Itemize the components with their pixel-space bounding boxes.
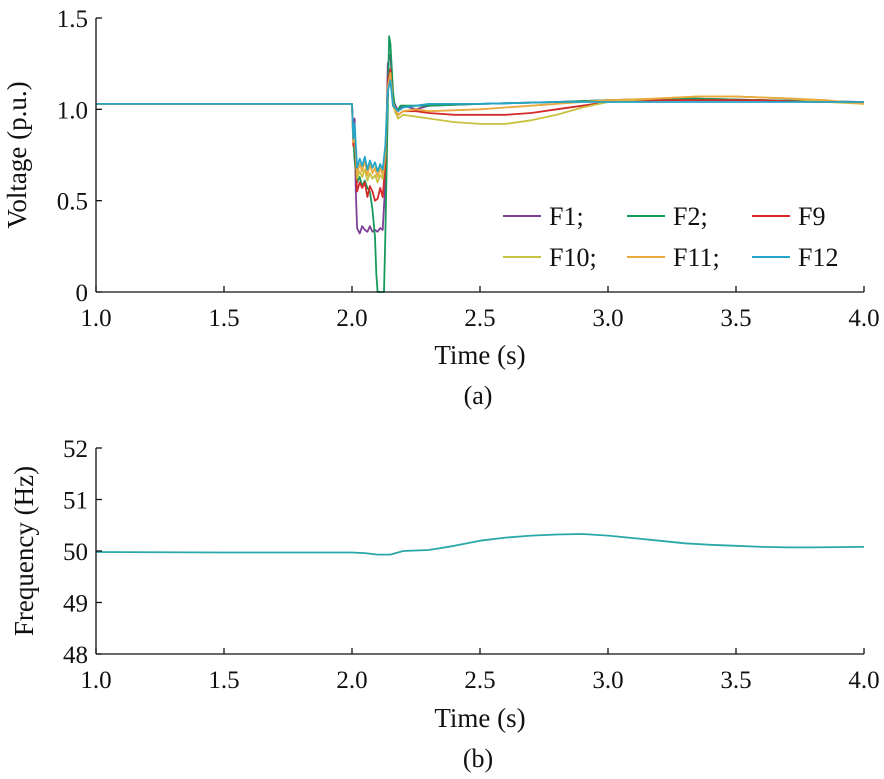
voltage-x-tick-label: 3.5 — [720, 305, 751, 332]
frequency-y-tick-label: 48 — [63, 642, 88, 669]
voltage-y-tick-label: 0 — [76, 280, 89, 307]
voltage-x-tick-label: 4.0 — [848, 305, 879, 332]
voltage-x-tick-label: 1.0 — [80, 305, 111, 332]
frequency-caption: (b) — [463, 744, 493, 773]
frequency-y-tick-label: 52 — [63, 436, 88, 463]
frequency-x-tick-label: 4.0 — [848, 667, 879, 694]
voltage-y-tick-label: 1.5 — [57, 6, 88, 33]
frequency-ticks: 1.0 1.5 2.0 2.5 3.0 3.5 4.0 48 49 50 51 52 — [63, 436, 880, 694]
frequency-x-tick-label: 1.0 — [80, 667, 111, 694]
legend-label-f10: F10; — [549, 243, 597, 272]
legend-label-f9: F9 — [798, 202, 825, 231]
legend-label-f2: F2; — [673, 202, 708, 231]
voltage-x-tick-label: 1.5 — [208, 305, 239, 332]
frequency-x-tick-label: 2.0 — [336, 667, 367, 694]
frequency-y-tick-label: 51 — [63, 488, 88, 515]
voltage-series-line-f12 — [96, 79, 864, 173]
frequency-series-group — [95, 533, 865, 556]
voltage-y-tick-label: 1.0 — [57, 97, 88, 124]
legend-label-f12: F12 — [798, 243, 838, 272]
legend-label-f1: F1; — [549, 202, 584, 231]
frequency-x-axis-label: Time (s) — [434, 703, 525, 733]
voltage-ticks: 1.0 1.5 2.0 2.5 3.0 3.5 4.0 0 0.5 1.0 1.5 — [57, 6, 880, 332]
frequency-x-tick-label: 3.0 — [592, 667, 623, 694]
frequency-x-tick-label: 1.5 — [208, 667, 239, 694]
voltage-x-tick-label: 3.0 — [592, 305, 623, 332]
voltage-chart: 1.0 1.5 2.0 2.5 3.0 3.5 4.0 0 0.5 1.0 1.5 Time (s)… — [2, 6, 880, 410]
frequency-x-tick-label: 2.5 — [464, 667, 495, 694]
voltage-y-tick-label: 0.5 — [57, 189, 88, 216]
frequency-y-tick-label: 49 — [63, 591, 88, 618]
voltage-series-line-f9 — [96, 68, 864, 202]
voltage-x-tick-label: 2.0 — [336, 305, 367, 332]
frequency-chart: 1.0 1.5 2.0 2.5 3.0 3.5 4.0 48 49 50 51 52 Time (s)… — [9, 436, 880, 773]
frequency-y-tick-label: 50 — [63, 539, 88, 566]
voltage-series-line-f10 — [96, 75, 865, 184]
frequency-x-tick-label: 3.5 — [720, 667, 751, 694]
voltage-series-line-f11 — [96, 71, 865, 178]
legend-label-f11: F11; — [673, 243, 720, 272]
voltage-series-line-f1 — [96, 53, 865, 235]
voltage-legend: F1; F2; F9 F10; F11; F12 — [503, 202, 838, 272]
voltage-caption: (a) — [464, 381, 493, 410]
voltage-series-line-f2 — [96, 35, 865, 293]
voltage-x-axis-label: Time (s) — [434, 340, 525, 370]
frequency-series-line-1 — [95, 533, 865, 556]
voltage-x-tick-label: 2.5 — [464, 305, 495, 332]
voltage-y-axis-label: Voltage (p.u.) — [2, 81, 32, 228]
voltage-series-group — [96, 35, 865, 293]
frequency-y-axis-label: Frequency (Hz) — [9, 466, 39, 636]
